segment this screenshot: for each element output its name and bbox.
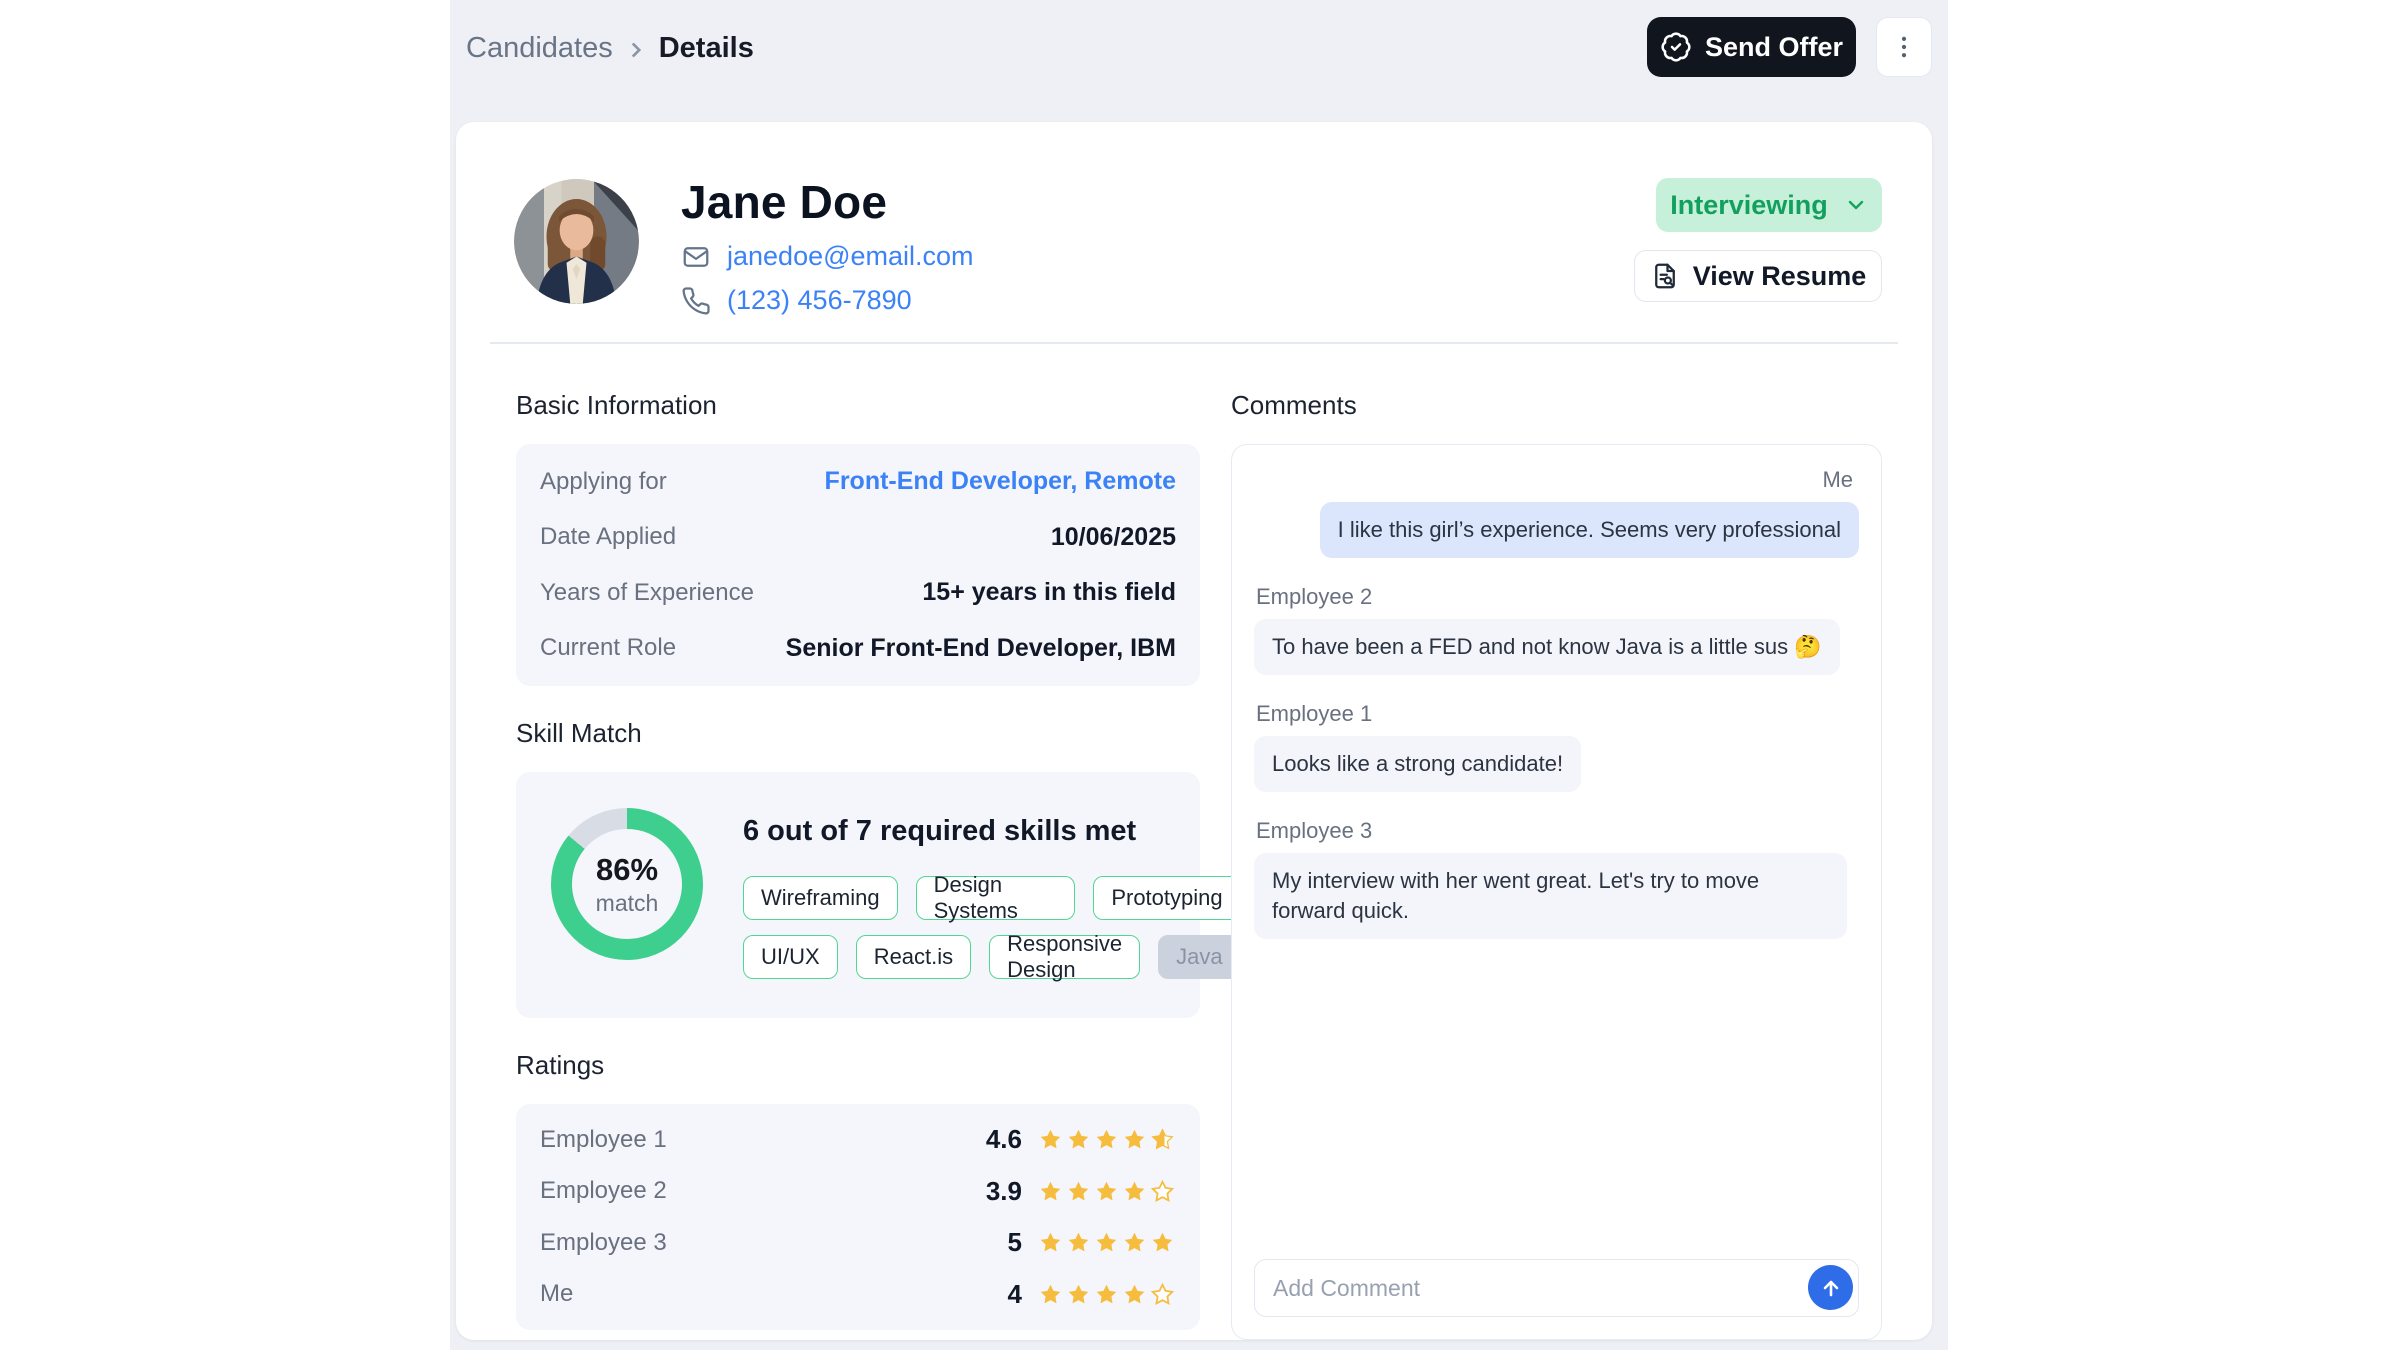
comments-title: Comments [1231, 390, 1357, 420]
phone-row: (123) 456-7890 [681, 285, 912, 316]
rating-value: 5 [1007, 1227, 1022, 1258]
more-vertical-icon [1901, 36, 1907, 58]
spacer [1254, 939, 1859, 1259]
send-comment-button[interactable] [1808, 1265, 1853, 1310]
status-dropdown[interactable]: Interviewing [1656, 178, 1882, 232]
send-offer-label: Send Offer [1704, 31, 1844, 62]
right-column: Comments Me I like this girl’s experienc… [1231, 390, 1882, 1340]
rating-row: Employee 3 5 [516, 1227, 1200, 1258]
mail-icon [683, 246, 709, 267]
skill-chip: Design Systems [915, 872, 1076, 923]
skill-chip-missing: Java [1158, 935, 1241, 979]
badge-check-icon [1661, 32, 1691, 62]
view-resume-label: View Resume [1692, 260, 1867, 291]
app-region: Candidates Details Send Offer [450, 0, 1948, 1350]
status-label: Interviewing [1670, 189, 1828, 220]
applying-for-link[interactable]: Front-End Developer, Remote [824, 467, 1176, 496]
rater-name: Employee 2 [540, 1177, 667, 1205]
star-rating [1038, 1230, 1176, 1255]
send-offer-button[interactable]: Send Offer [1647, 17, 1856, 77]
skill-chips: Wireframing Design Systems Prototyping U… [743, 872, 1241, 982]
info-row: Date Applied 10/06/2025 [516, 523, 1200, 552]
email-link[interactable]: janedoe@email.com [727, 241, 974, 271]
rating-row: Employee 2 3.9 [516, 1176, 1200, 1207]
rater-name: Employee 3 [540, 1228, 667, 1256]
info-label: Date Applied [540, 523, 677, 551]
candidate-name: Jane Doe [681, 176, 888, 228]
info-value: 10/06/2025 [1050, 522, 1176, 551]
breadcrumb-current-page: Details [658, 32, 754, 64]
skill-chip: Responsive Design [989, 931, 1141, 982]
match-percent: 86% [595, 851, 659, 887]
left-column: Basic Information Applying for Front-End… [516, 390, 1241, 1330]
add-comment-input[interactable] [1255, 1274, 1858, 1302]
star-rating [1038, 1127, 1176, 1152]
chevron-right-icon [631, 42, 641, 57]
rating-value: 3.9 [985, 1175, 1022, 1206]
thinking-emoji: 🤔 [1794, 634, 1822, 659]
comment-bubble: I like this girl’s experience. Seems ver… [1319, 502, 1859, 558]
more-menu-button[interactable] [1876, 17, 1932, 77]
email-row: janedoe@email.com [681, 241, 974, 272]
info-value: 15+ years in this field [922, 578, 1176, 607]
comment-author: Employee 1 [1256, 701, 1373, 726]
candidate-card: Jane Doe janedoe@email.com (123) 456-789… [456, 122, 1932, 1340]
skill-chip: Wireframing [743, 876, 898, 920]
avatar-photo [514, 179, 639, 304]
arrow-up-icon [1823, 1280, 1838, 1296]
breadcrumb: Candidates Details [466, 32, 754, 65]
info-row: Applying for Front-End Developer, Remote [516, 467, 1200, 496]
view-resume-button[interactable]: View Resume [1634, 250, 1882, 302]
comment-text: To have been a FED and not know Java is … [1272, 634, 1789, 659]
skill-chip: UI/UX [743, 935, 838, 979]
phone-link[interactable]: (123) 456-7890 [727, 285, 912, 315]
comment-author: Me [1822, 467, 1853, 492]
avatar [514, 179, 639, 304]
comment-bubble: Looks like a strong candidate! [1254, 736, 1582, 792]
info-value: Senior Front-End Developer, IBM [785, 633, 1176, 662]
rating-row: Employee 1 4.6 [516, 1124, 1200, 1155]
skill-match-card: 86% match 6 out of 7 required skills met… [516, 772, 1241, 1018]
star-rating [1038, 1179, 1176, 1204]
comment-bubble: My interview with her went great. Let's … [1254, 853, 1847, 939]
chip-row: Wireframing Design Systems Prototyping [743, 872, 1241, 923]
rating-value: 4 [1007, 1278, 1022, 1309]
ratings-title: Ratings [516, 1050, 605, 1080]
comments-card: Me I like this girl’s experience. Seems … [1231, 444, 1882, 1340]
info-label: Years of Experience [540, 578, 754, 606]
comment-author: Employee 2 [1256, 584, 1373, 609]
comment-bubble: To have been a FED and not know Java is … [1254, 619, 1840, 675]
basic-info-card: Applying for Front-End Developer, Remote… [516, 444, 1200, 686]
info-row: Years of Experience 15+ years in this fi… [516, 578, 1200, 607]
skill-match-title: Skill Match [516, 718, 642, 748]
rater-name: Me [540, 1280, 574, 1308]
info-row: Current Role Senior Front-End Developer,… [516, 634, 1200, 663]
donut-center: 86% match [572, 829, 682, 939]
divider [490, 342, 1898, 344]
topbar-actions: Send Offer [1647, 17, 1932, 77]
rating-value: 4.6 [985, 1124, 1022, 1155]
skill-chip: React.is [855, 935, 972, 979]
file-search-icon [1654, 263, 1675, 289]
chip-row: UI/UX React.is Responsive Design Java [743, 931, 1241, 982]
comment-author: Employee 3 [1256, 818, 1373, 843]
ratings-card: Employee 1 4.6 Employee 2 3.9 Employee 3… [516, 1104, 1200, 1330]
chevron-down-icon [1848, 200, 1863, 210]
info-label: Applying for [540, 467, 667, 495]
add-comment-box [1254, 1259, 1859, 1317]
skill-match-donut: 86% match [551, 808, 703, 960]
skills-met-headline: 6 out of 7 required skills met [743, 815, 1137, 847]
breadcrumb-candidates-link[interactable]: Candidates [466, 32, 613, 64]
rating-row: Me 4 [516, 1279, 1200, 1310]
rater-name: Employee 1 [540, 1125, 667, 1153]
skill-chip: Prototyping [1093, 876, 1241, 920]
basic-info-title: Basic Information [516, 390, 717, 420]
info-label: Current Role [540, 634, 677, 662]
match-label: match [595, 889, 659, 916]
star-rating [1038, 1282, 1176, 1307]
phone-icon [682, 286, 710, 315]
